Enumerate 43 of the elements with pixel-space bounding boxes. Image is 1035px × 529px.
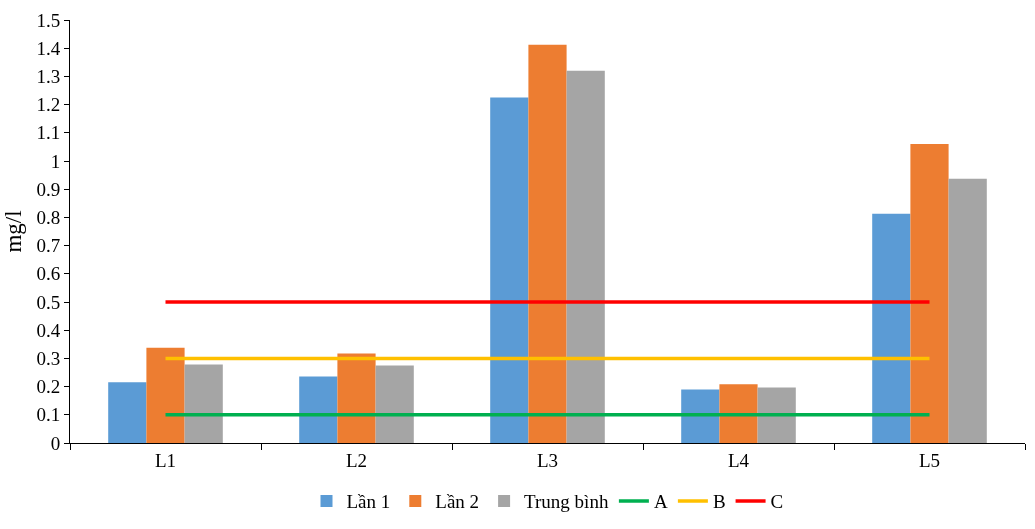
bar (108, 382, 147, 443)
bar (719, 384, 758, 443)
legend-label: Trung bình (524, 491, 609, 513)
bar (681, 389, 720, 443)
bar (910, 144, 949, 443)
legend-label: Lần 1 (346, 491, 391, 513)
bar (184, 364, 223, 443)
y-tick-label: 1.1 (36, 122, 61, 144)
y-tick-label: 1.2 (36, 94, 61, 116)
y-tick-label: 1.4 (36, 37, 61, 59)
y-tick-label: 0 (50, 432, 61, 454)
bar (528, 44, 567, 443)
x-tick-label: L3 (536, 449, 559, 471)
y-tick-label: 0.3 (36, 348, 61, 370)
legend-label: A (653, 491, 668, 513)
y-tick-label: 0.7 (36, 235, 61, 257)
bar (872, 213, 911, 443)
y-tick-label: 1.3 (36, 66, 61, 88)
y-tick-label: 0.5 (36, 291, 61, 313)
y-tick-label: 0.4 (36, 319, 61, 341)
x-tick-label: L2 (345, 449, 368, 471)
bar (299, 376, 338, 443)
bar (337, 353, 376, 443)
y-tick-label: 1 (50, 150, 61, 172)
bar (757, 387, 796, 443)
bar (146, 347, 185, 443)
x-tick-label: L5 (918, 449, 941, 471)
y-tick-label: 1.5 (36, 9, 61, 31)
x-tick-label: L4 (727, 449, 750, 471)
y-tick-label: 0.1 (36, 404, 61, 426)
legend-label: Lần 2 (435, 491, 480, 513)
bar (566, 70, 605, 443)
y-tick-label: 0.8 (36, 207, 61, 229)
x-tick-label: L1 (154, 449, 177, 471)
y-axis-title: mg/l (0, 210, 26, 253)
y-tick-label: 0.9 (36, 178, 61, 200)
y-tick-label: 0.6 (36, 263, 61, 285)
bar (948, 178, 987, 443)
legend-label: C (770, 491, 784, 513)
bar (375, 365, 414, 443)
bar (490, 97, 529, 443)
y-tick-label: 0.2 (36, 376, 61, 398)
legend-label: B (712, 491, 726, 513)
